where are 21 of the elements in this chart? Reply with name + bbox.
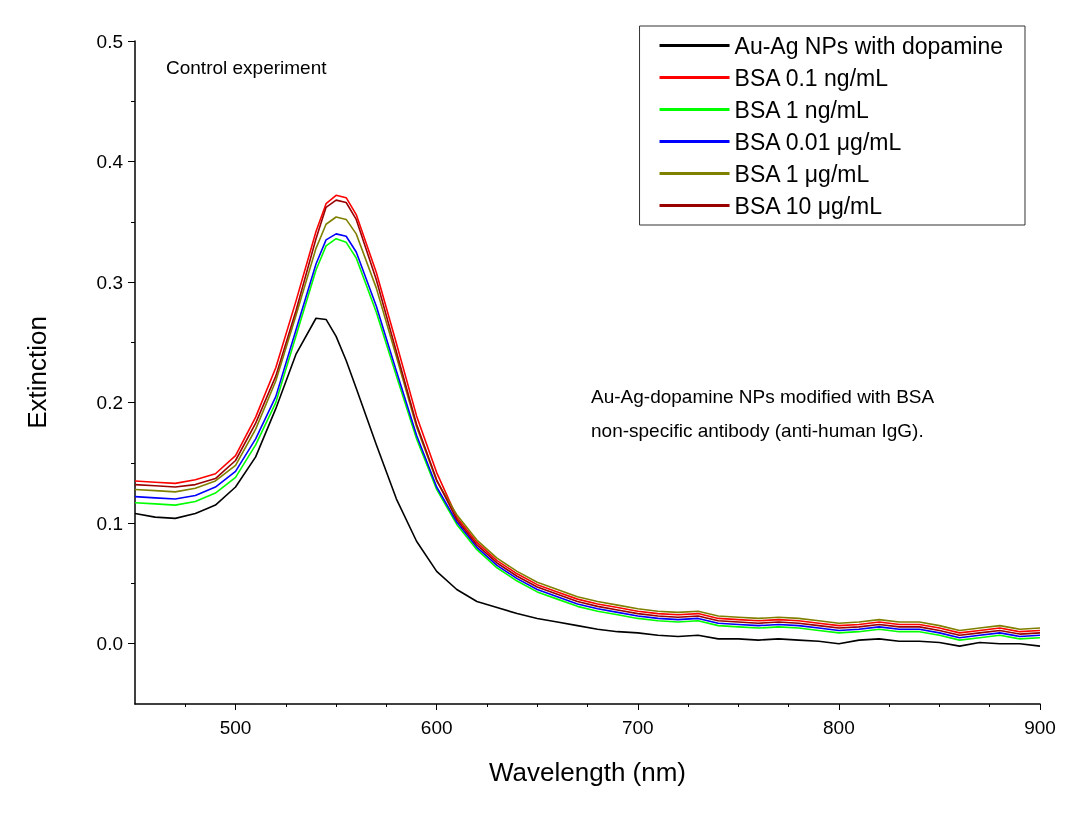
y-tick-label: 0.1 [96, 512, 123, 534]
x-tick-label: 500 [219, 717, 252, 738]
legend-label: BSA 1 ng/mL [734, 96, 869, 123]
legend-label: BSA 1 μg/mL [734, 160, 870, 187]
annotation: Au-Ag-dopamine NPs modified with BSA non-specific antibody (anti-human IgG). [591, 385, 939, 441]
y-tick-label: 0.5 [96, 30, 123, 52]
y-tick-label: 0.2 [96, 392, 123, 414]
x-tick-label: 800 [823, 717, 855, 738]
y-tick-label: 0.3 [96, 271, 123, 293]
legend-label: Au-Ag NPs with dopamine [734, 32, 1003, 59]
legend-label: BSA 10 μg/mL [734, 192, 883, 219]
annotation: Control experiment [166, 56, 328, 78]
legend-label: BSA 0.1 ng/mL [734, 64, 889, 91]
legend-label: BSA 0.01 μg/mL [734, 128, 902, 155]
y-axis-title: Extinction [22, 316, 52, 429]
x-axis-title: Wavelength (nm) [489, 757, 686, 787]
y-tick-label: 0.0 [96, 633, 123, 655]
y-tick-label: 0.4 [96, 151, 124, 173]
x-tick-label: 600 [420, 717, 453, 738]
x-tick-label: 900 [1024, 717, 1056, 738]
x-tick-label: 700 [621, 717, 654, 738]
